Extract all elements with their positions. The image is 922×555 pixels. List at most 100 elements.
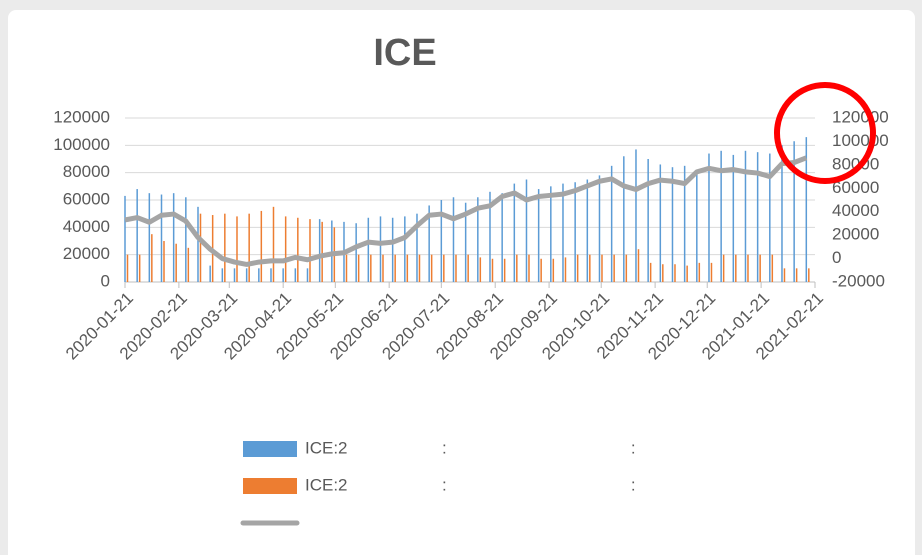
bar (394, 254, 396, 282)
y-tick-label: 0 (101, 271, 110, 290)
bar (601, 254, 603, 282)
bar (671, 167, 674, 282)
bar (683, 165, 686, 282)
bar (540, 258, 542, 282)
y2-tick-label: 0 (832, 248, 841, 267)
bar (209, 265, 211, 282)
bar (272, 206, 275, 282)
bar (355, 223, 357, 282)
bar (808, 268, 810, 282)
bar (537, 189, 540, 282)
bar (635, 149, 637, 282)
bar (136, 189, 138, 282)
bar (416, 213, 418, 282)
bar (479, 257, 482, 282)
bar (185, 197, 187, 282)
bar (440, 200, 443, 282)
bar (404, 216, 406, 282)
bar (574, 182, 576, 282)
bar (197, 206, 199, 282)
highlight-circle (774, 82, 876, 184)
bar (160, 194, 163, 282)
bar (406, 254, 409, 282)
bar (552, 258, 555, 282)
bar (662, 264, 664, 282)
bar (175, 243, 177, 282)
bar (163, 241, 165, 282)
bar (357, 254, 360, 282)
legend-label: ICE:2 : : (305, 438, 636, 457)
bar (138, 254, 141, 282)
bar (151, 234, 153, 282)
bar (732, 154, 735, 282)
y-tick-label: 100000 (53, 135, 110, 154)
bar (516, 254, 518, 282)
bar (452, 197, 455, 282)
bar (576, 254, 579, 282)
legend-swatch (243, 478, 297, 494)
legend-label: ICE:2 : : (305, 475, 636, 494)
bar (443, 254, 445, 282)
bar (224, 213, 226, 282)
bar (233, 268, 236, 282)
bar (781, 145, 783, 282)
bar (331, 220, 333, 282)
bar (294, 268, 297, 282)
bar (258, 268, 260, 282)
bar (187, 247, 190, 282)
bar (464, 202, 467, 282)
bar (589, 254, 591, 282)
bar (345, 254, 348, 282)
bar (501, 193, 503, 282)
bar (805, 137, 808, 282)
bar (318, 219, 321, 282)
y2-tick-label: 40000 (832, 201, 879, 220)
bar (528, 254, 530, 282)
bar (455, 254, 457, 282)
bar (562, 183, 564, 282)
bar (172, 193, 175, 282)
y2-tick-label: 120000 (832, 107, 889, 126)
bar (309, 219, 311, 282)
bar (647, 159, 649, 282)
bar (221, 268, 224, 282)
bar (245, 268, 248, 282)
bar (696, 169, 698, 282)
bar (148, 193, 151, 282)
bar (659, 164, 662, 282)
bar (564, 257, 567, 282)
bar (674, 264, 676, 282)
bar (756, 152, 759, 282)
bar (489, 191, 491, 282)
bar (297, 217, 299, 282)
bar (282, 268, 284, 282)
bar (747, 254, 749, 282)
bar (649, 262, 652, 282)
y-tick-label: 120000 (53, 107, 110, 126)
bar (598, 175, 601, 282)
bar (367, 217, 370, 282)
bar (769, 153, 771, 282)
bar (613, 254, 615, 282)
bar (735, 254, 737, 282)
bar (783, 268, 786, 282)
bar (525, 179, 528, 282)
y-tick-label: 60000 (63, 189, 110, 208)
bar (199, 213, 202, 282)
bar (428, 205, 430, 282)
bar (744, 150, 747, 282)
bar (236, 216, 238, 282)
bar (720, 150, 722, 282)
bar (722, 254, 725, 282)
legend-swatch (243, 441, 297, 457)
bar (503, 258, 506, 282)
chart-title: ICE (373, 32, 436, 74)
bar (623, 156, 625, 282)
bar (270, 268, 272, 282)
bar (698, 262, 701, 282)
bar (391, 217, 394, 282)
line-series (124, 155, 808, 267)
bar (370, 254, 372, 282)
